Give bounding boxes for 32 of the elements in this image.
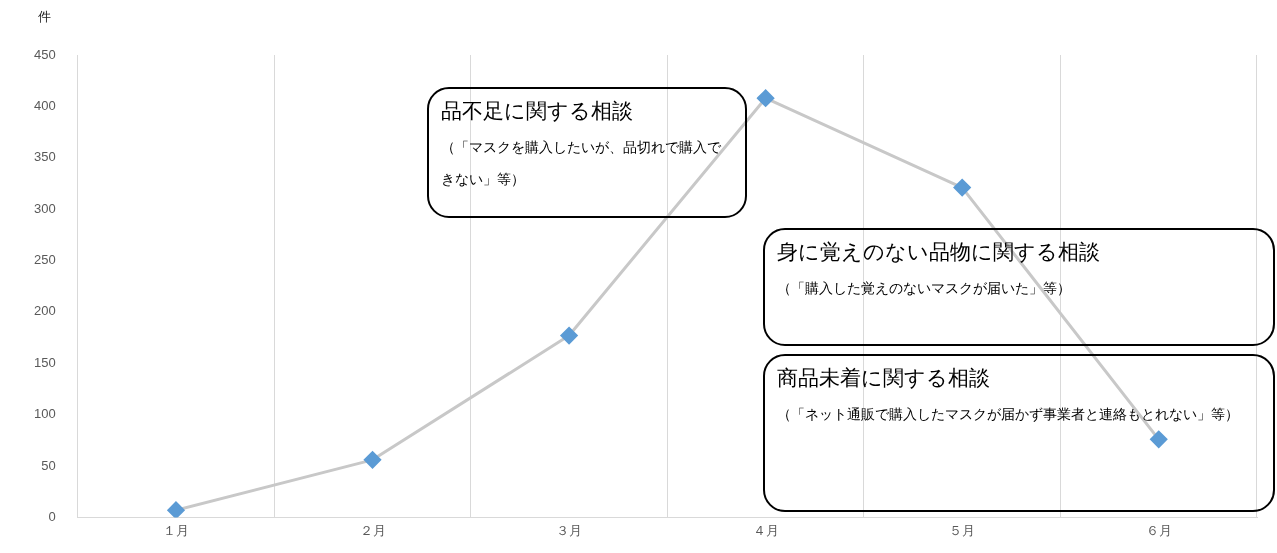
annotation: （「購入した覚えのないマスクが届いた」等） (777, 279, 1072, 298)
y-tick-label: 450 (33, 46, 56, 62)
callout-frame: 品不足に関する相談 （「マスクを購入したいが、品切れで購入できない」等） (427, 87, 747, 218)
y-tick-label: 100 (33, 406, 56, 422)
callout-frame: 商品未着に関する相談 （「ネット通販で購入したマスクが届かず事業者と連絡もとれない」等） (763, 354, 1275, 512)
annotation: （「ネット通販で購入したマスクが届かず事業者と連絡もとれない」等） (777, 405, 1240, 424)
y-tick-label: 400 (33, 97, 56, 113)
y-tick-label: 0 (48, 508, 56, 524)
annotation: 品不足に関する相談 (441, 98, 634, 125)
y-tick-label: 200 (33, 303, 56, 319)
y-tick-label: 250 (33, 252, 56, 268)
point (364, 451, 382, 469)
y-axis-title: 件 (38, 8, 51, 26)
annotation: 商品未着に関する相談 (777, 365, 991, 392)
x-tick-label: ４月 (752, 522, 779, 538)
x-tick-label: ５月 (949, 522, 976, 538)
x-tick-label: ２月 (359, 522, 386, 538)
x-tick-label: ３月 (556, 522, 583, 538)
point (167, 501, 185, 518)
annotation: （「マスクを購入したいが、品切れで購入できない」等） (441, 138, 722, 189)
point (560, 327, 578, 345)
x-tick-label: １月 (162, 522, 189, 538)
callout-frame: 身に覚えのない品物に関する相談 （「購入した覚えのないマスクが届いた」等） (763, 228, 1275, 346)
point (1150, 430, 1168, 448)
point (757, 89, 775, 107)
x-tick-label: ６月 (1145, 522, 1172, 538)
y-tick-label: 300 (33, 200, 56, 216)
y-tick-label: 150 (33, 354, 56, 370)
y-tick-label: 350 (33, 149, 56, 165)
point (953, 179, 971, 197)
annotation: 身に覚えのない品物に関する相談 (777, 239, 1101, 266)
y-tick-label: 50 (41, 457, 56, 473)
